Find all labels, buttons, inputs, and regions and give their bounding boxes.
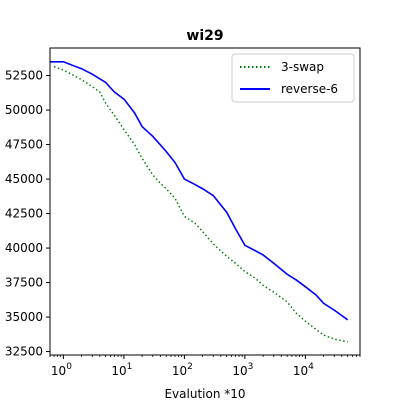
x-axis-label: Evalution *10 bbox=[164, 387, 245, 400]
y-tick-label: 47500 bbox=[5, 138, 43, 152]
chart-title: wi29 bbox=[186, 28, 223, 44]
y-tick-label: 32500 bbox=[5, 345, 43, 359]
y-tick-label: 50000 bbox=[5, 103, 43, 117]
y-tick-label: 40000 bbox=[5, 241, 43, 255]
legend-label-reverse-6: reverse-6 bbox=[281, 82, 338, 96]
x-tick-label: 104 bbox=[293, 362, 314, 378]
x-axis: 100 101 102 103 104 bbox=[49, 355, 361, 378]
y-tick-label: 35000 bbox=[5, 310, 43, 324]
plot-frame bbox=[49, 47, 361, 356]
y-tick-label: 45000 bbox=[5, 172, 43, 186]
plot-lines bbox=[50, 60, 349, 343]
y-tick-label: 37500 bbox=[5, 276, 43, 290]
y-tick-label: 42500 bbox=[5, 207, 43, 221]
legend: 3-swap reverse-6 bbox=[231, 53, 355, 103]
x-tick-label: 100 bbox=[51, 362, 72, 378]
legend-label-3-swap: 3-swap bbox=[281, 60, 324, 74]
y-tick-label: 52500 bbox=[5, 69, 43, 83]
series-line-3-swap bbox=[53, 65, 348, 343]
y-axis: 32500 35000 37500 40000 42500 45000 47500 50000… bbox=[5, 69, 50, 359]
x-tick-label: 101 bbox=[111, 362, 132, 378]
x-tick-label: 103 bbox=[232, 362, 253, 378]
series-line-reverse-6 bbox=[50, 60, 349, 321]
x-tick-label: 102 bbox=[172, 362, 193, 378]
